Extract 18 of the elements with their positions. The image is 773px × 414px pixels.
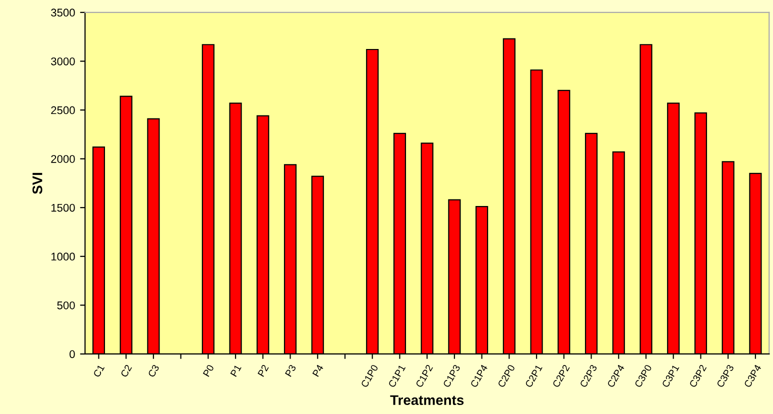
y-tick-label: 3000 [51, 57, 75, 66]
x-tick-label: P2 [258, 364, 269, 377]
x-tick-label: C1 [92, 364, 105, 378]
x-axis-title: Treatments [390, 395, 464, 406]
y-tick-label: 2500 [51, 106, 75, 114]
x-tick-label: C3 [148, 364, 160, 378]
x-tick-label: C2 [120, 364, 132, 378]
x-tick-label: P1 [230, 364, 242, 377]
x-tick-label: P4 [312, 364, 324, 377]
y-tick-label: 0 [70, 350, 75, 358]
y-tick-label: 3500 [51, 8, 75, 17]
x-tick-label: P3 [284, 364, 296, 377]
y-tick-label: 1500 [51, 204, 75, 212]
y-tick-label: 500 [57, 301, 75, 310]
y-tick-label: 1000 [51, 252, 75, 261]
y-tick-label: 2000 [51, 155, 75, 163]
x-tick-label: P0 [202, 364, 214, 377]
y-axis-title: SVI [32, 172, 42, 194]
